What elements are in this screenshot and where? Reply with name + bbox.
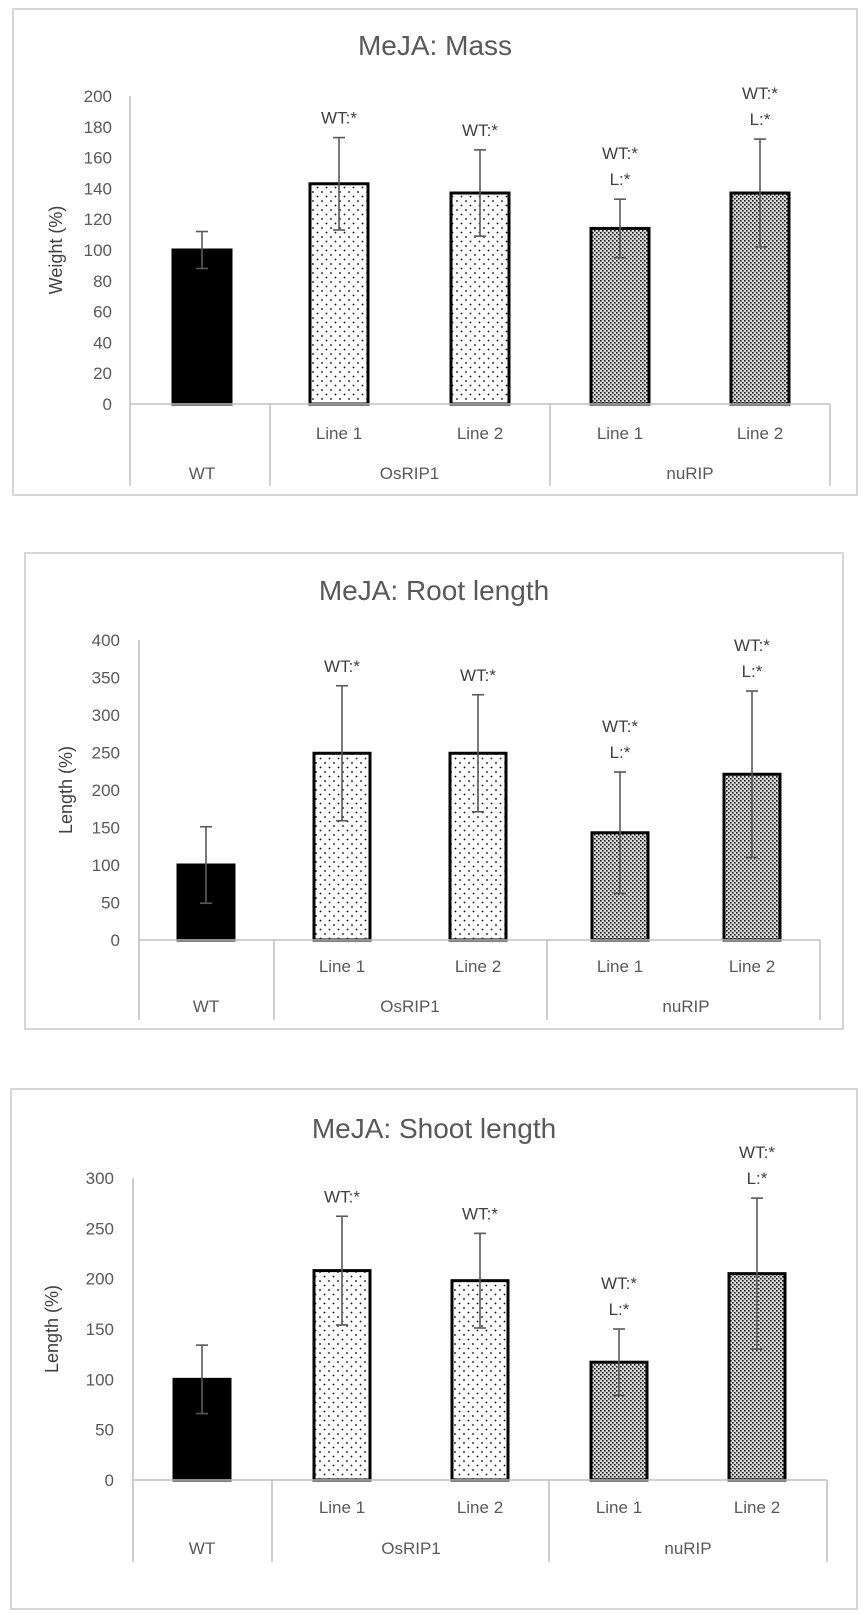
y-tick-label: 120: [84, 210, 112, 229]
error-bar: [336, 684, 348, 822]
significance-label: WT:*: [601, 1274, 637, 1293]
y-tick-label: 300: [86, 1169, 114, 1188]
y-tick-label: 150: [86, 1320, 114, 1339]
y-tick-label: 40: [93, 333, 112, 352]
error-bar: [333, 136, 345, 231]
group-label: WT: [189, 464, 215, 483]
significance-label: WT:*: [462, 121, 498, 140]
chart-title: MeJA: Mass: [358, 30, 512, 61]
category-axis: [129, 404, 831, 486]
group-label: OsRIP1: [380, 464, 440, 483]
y-tick-label: 80: [93, 272, 112, 291]
y-axis-label: Weight (%): [46, 206, 66, 295]
y-tick-label: 140: [84, 179, 112, 198]
y-tick-label: 160: [84, 149, 112, 168]
y-tick-label: 300: [92, 706, 120, 725]
group-label: OsRIP1: [381, 1539, 441, 1558]
error-bar: [336, 1215, 348, 1326]
significance-label: WT:*: [462, 1204, 498, 1223]
group-label: WT: [189, 1539, 215, 1558]
error-bar: [746, 690, 758, 859]
error-bar: [196, 230, 208, 270]
error-bar: [196, 1344, 208, 1415]
chart-title: MeJA: Root length: [319, 575, 549, 606]
y-tick-label: 150: [92, 819, 120, 838]
y-tick-label: 200: [86, 1270, 114, 1289]
x-tick-label: Line 2: [729, 957, 775, 976]
group-label: OsRIP1: [380, 997, 440, 1016]
shoot-length-chart: MeJA: Shoot length 0 50 100 150 200 250 300 Leng…: [42, 1113, 828, 1562]
error-bar: [754, 138, 766, 248]
significance-label: WT:*: [734, 636, 770, 655]
group-label: WT: [193, 997, 219, 1016]
error-bar: [474, 1232, 486, 1329]
significance-label: WT:*: [324, 657, 360, 676]
error-bar: [472, 693, 484, 813]
significance-label: WT:*: [324, 1187, 360, 1206]
error-bar: [474, 149, 486, 237]
error-bar: [613, 1328, 625, 1397]
group-label: nuRIP: [664, 1539, 711, 1558]
group-label: nuRIP: [666, 464, 713, 483]
y-tick-label: 100: [84, 241, 112, 260]
significance-label: L:*: [747, 1169, 768, 1188]
significance-label: WT:*: [321, 109, 357, 128]
x-tick-label: Line 1: [319, 1498, 365, 1517]
x-tick-label: Line 2: [457, 424, 503, 443]
significance-label: WT:*: [602, 144, 638, 163]
chart-panel-shoot-length: MeJA: Shoot length 0 50 100 150 200 250 300 Leng…: [10, 1088, 858, 1610]
y-tick-label: 200: [92, 781, 120, 800]
significance-label: WT:*: [602, 717, 638, 736]
y-tick-label: 250: [92, 744, 120, 763]
x-tick-label: Line 2: [457, 1498, 503, 1517]
y-tick-label: 0: [111, 931, 120, 950]
x-tick-label: Line 1: [316, 424, 362, 443]
y-axis-label: Length (%): [56, 746, 76, 834]
y-tick-label: 50: [95, 1421, 114, 1440]
y-tick-label: 60: [93, 303, 112, 322]
x-tick-label: Line 2: [734, 1498, 780, 1517]
error-bar: [614, 771, 626, 895]
y-tick-label: 400: [92, 631, 120, 650]
chart-panel-mass: MeJA: Mass 0 20 40 60 80 100 120 140 160 180 200 Wei…: [12, 8, 858, 496]
y-tick-label: 0: [103, 395, 112, 414]
x-tick-label: Line 1: [319, 957, 365, 976]
significance-label: WT:*: [460, 666, 496, 685]
significance-label: WT:*: [742, 84, 778, 103]
group-label: nuRIP: [662, 997, 709, 1016]
x-tick-label: Line 1: [596, 1498, 642, 1517]
category-axis: [132, 1480, 828, 1562]
x-tick-label: Line 2: [737, 424, 783, 443]
x-tick-label: Line 2: [455, 957, 501, 976]
y-tick-label: 180: [84, 118, 112, 137]
y-axis-label: Length (%): [42, 1285, 62, 1373]
significance-label: L:*: [750, 110, 771, 129]
chart-panel-root-length: MeJA: Root length 0 50 100 150 200 250 300 350 40…: [24, 552, 844, 1030]
error-bar: [614, 198, 626, 259]
y-tick-label: 100: [86, 1370, 114, 1389]
significance-label: L:*: [610, 170, 631, 189]
y-tick-label: 50: [101, 894, 120, 913]
x-tick-label: Line 1: [597, 957, 643, 976]
error-bar: [200, 825, 212, 905]
significance-label: L:*: [609, 1300, 630, 1319]
significance-label: L:*: [610, 743, 631, 762]
y-tick-label: 20: [93, 364, 112, 383]
root-length-chart: MeJA: Root length 0 50 100 150 200 250 300 350 40…: [56, 575, 821, 1020]
bar: [171, 248, 233, 406]
chart-title: MeJA: Shoot length: [312, 1113, 556, 1144]
y-tick-label: 0: [105, 1471, 114, 1490]
mass-chart: MeJA: Mass 0 20 40 60 80 100 120 140 160 180 200 Wei…: [46, 30, 831, 486]
x-tick-label: Line 1: [597, 424, 643, 443]
y-tick-label: 100: [92, 856, 120, 875]
y-tick-label: 250: [86, 1219, 114, 1238]
significance-label: L:*: [742, 662, 763, 681]
y-tick-label: 200: [84, 87, 112, 106]
error-bar: [751, 1197, 763, 1350]
category-axis: [138, 940, 821, 1020]
y-tick-label: 350: [92, 669, 120, 688]
significance-label: WT:*: [739, 1143, 775, 1162]
